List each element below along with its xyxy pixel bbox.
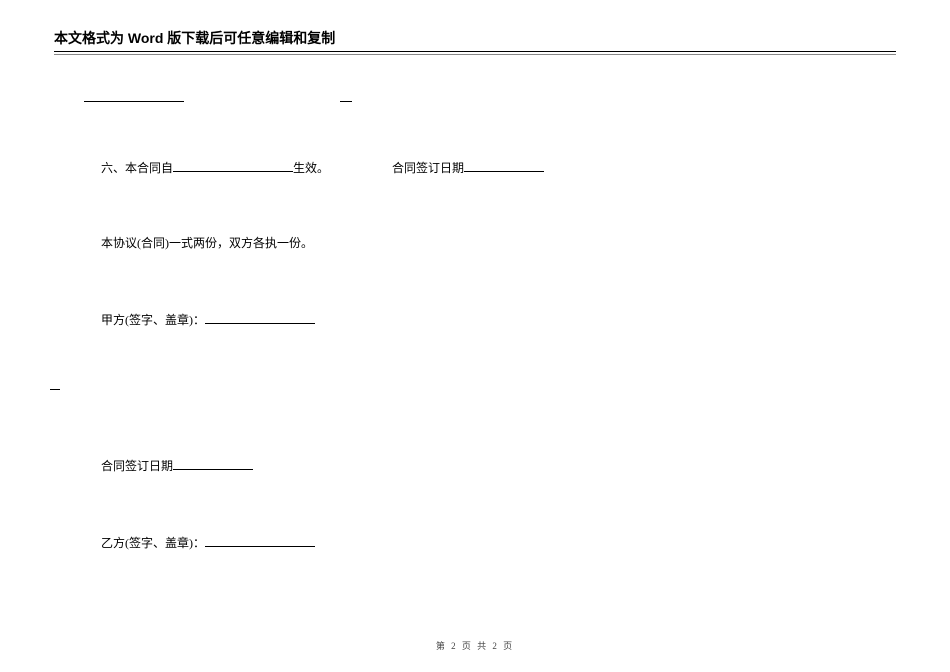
copies-statement: 本协议(合同)一式两份，双方各执一份。 [101,235,313,252]
party-b-label: 乙方(签字、盖章)： [101,536,205,550]
blank-field-row [84,90,352,107]
header-rule-1 [54,51,896,52]
blank-field-1 [84,90,184,102]
clause-six-prefix: 六、本合同自 [101,161,173,175]
blank-field-2 [340,90,352,102]
clause-six-line: 六、本合同自 生效。 合同签订日期 [101,160,544,177]
party-a-signature-blank [205,312,315,324]
party-a-signature-line: 甲方(签字、盖章)： [101,312,315,329]
document-header: 本文格式为 Word 版下载后可任意编辑和复制 [54,28,896,55]
sign-date-label-1: 合同签订日期 [392,160,464,177]
party-a-label: 甲方(签字、盖章)： [101,313,205,327]
sign-date-line-2: 合同签订日期 [101,458,253,475]
sign-date-blank-1 [464,160,544,172]
header-rule-2 [54,54,896,55]
sign-date-label-2: 合同签订日期 [101,459,173,473]
margin-dash [50,378,60,390]
party-b-signature-line: 乙方(签字、盖章)： [101,535,315,552]
effective-date-blank [173,160,293,172]
clause-six-suffix: 生效。 [293,161,329,175]
page-footer: 第 2 页 共 2 页 [0,639,950,652]
header-title: 本文格式为 Word 版下载后可任意编辑和复制 [54,28,896,51]
sign-date-blank-2 [173,458,253,470]
party-b-signature-blank [205,535,315,547]
